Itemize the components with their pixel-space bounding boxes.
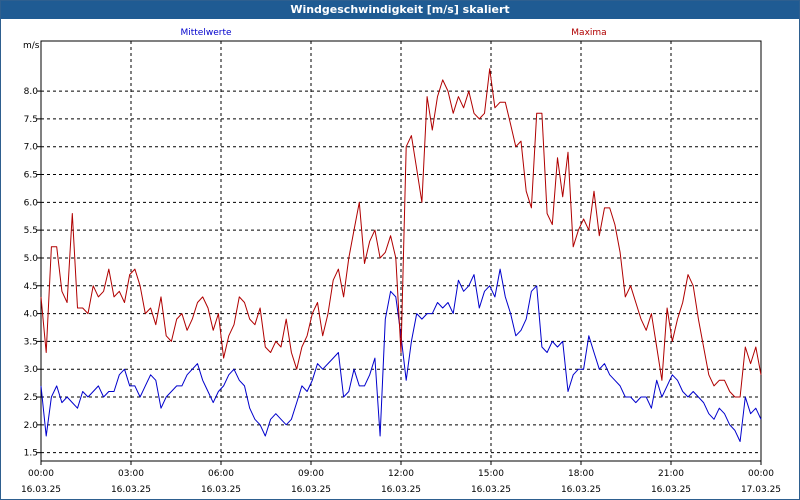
x-tick-time: 03:00 [118, 469, 144, 479]
x-tick-time: 12:00 [388, 469, 414, 479]
legend: Mittelwerte Maxima [180, 28, 606, 38]
y-tick-label: 2.5 [24, 393, 38, 403]
y-tick-label: 8.0 [24, 87, 39, 97]
x-tick-time: 06:00 [208, 469, 234, 479]
legend-entry-mittelwerte: Mittelwerte [180, 28, 231, 38]
x-tick-date: 16.03.25 [381, 485, 421, 495]
x-tick-time: 15:00 [478, 469, 504, 479]
y-tick-label: 3.5 [24, 337, 38, 347]
x-tick-date: 16.03.25 [21, 485, 61, 495]
y-tick-label: 3.0 [24, 365, 39, 375]
y-tick-label: 4.0 [24, 310, 39, 320]
x-axis-ticks: 00:00 16.03.25 03:00 16.03.25 06:00 16.03.25 0… [21, 461, 781, 495]
grid-lines [41, 41, 761, 461]
y-axis-label: m/s [23, 41, 40, 51]
y-tick-label: 4.5 [24, 282, 38, 292]
x-tick-date: 16.03.25 [651, 485, 691, 495]
x-tick-time: 00:00 [28, 469, 54, 479]
x-tick-date: 16.03.25 [111, 485, 151, 495]
y-tick-label: 2.0 [24, 421, 39, 431]
y-tick-label: 6.0 [24, 198, 39, 208]
x-tick-date: 16.03.25 [201, 485, 241, 495]
x-tick-date: 16.03.25 [561, 485, 601, 495]
y-tick-label: 7.0 [24, 143, 39, 153]
y-tick-label: 7.5 [24, 115, 38, 125]
y-tick-label: 5.5 [24, 226, 38, 236]
y-tick-label: 6.5 [24, 171, 38, 181]
x-tick-time: 09:00 [298, 469, 324, 479]
x-tick-time: 18:00 [568, 469, 594, 479]
y-tick-label: 5.0 [24, 254, 39, 264]
x-tick-date: 16.03.25 [291, 485, 331, 495]
x-tick-date: 17.03.25 [741, 485, 781, 495]
legend-entry-maxima: Maxima [571, 28, 606, 38]
series-line-maxima [40, 68, 762, 398]
x-tick-time: 21:00 [658, 469, 684, 479]
x-tick-time: 00:00 [748, 469, 774, 479]
x-tick-date: 16.03.25 [471, 485, 511, 495]
window-title: Windgeschwindigkeit [m/s] skaliert [1, 1, 799, 19]
y-tick-label: 1.5 [24, 449, 38, 459]
series-lines [40, 68, 762, 442]
y-axis-ticks: 1.5 2.0 2.5 3.0 3.5 4.0 4.5 5.0 5.5 6.0 6.5 7.0 7.5 8… [24, 87, 41, 459]
